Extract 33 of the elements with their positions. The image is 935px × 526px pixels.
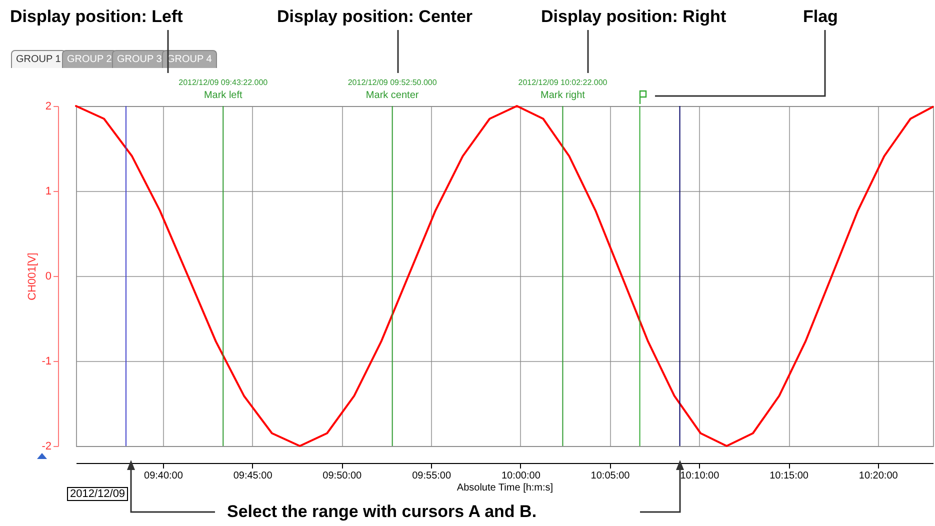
- x-tick-label: 09:40:00: [144, 470, 184, 482]
- y-tick-label: 0: [45, 270, 52, 282]
- x-tick-label: 09:55:00: [412, 470, 452, 482]
- text: Display position: Center: [277, 7, 473, 27]
- y-tick-label: -2: [42, 440, 52, 452]
- y-tick-label: -1: [42, 356, 52, 368]
- annotation: 2012/12/09 10:02:22.000: [518, 78, 608, 87]
- x-tick-label: 09:45:00: [233, 470, 273, 482]
- y-axis-title: CH001[V]: [26, 252, 39, 300]
- ref-line-label: Mark right: [540, 90, 586, 101]
- x-tick-label: 10:20:00: [858, 470, 898, 482]
- y-tick-label: 1: [45, 186, 52, 198]
- text: GROUP 2: [62, 50, 117, 68]
- x-tick-label: 10:10:00: [680, 470, 720, 482]
- text: GROUP 1: [11, 50, 66, 68]
- y-tick-label: 2: [45, 100, 52, 112]
- x-axis-title: Absolute Time [h:m:s]: [456, 482, 554, 494]
- x-tick-label: 09:50:00: [322, 470, 362, 482]
- text: GROUP 3: [112, 50, 167, 68]
- text: Display position: Right: [541, 7, 726, 27]
- annotation: 2012/12/09 09:52:50.000: [348, 78, 438, 87]
- text: Display position: Left: [10, 7, 183, 27]
- text: GROUP 4: [162, 50, 217, 68]
- text: Flag: [803, 7, 838, 27]
- x-tick-label: 10:05:00: [590, 470, 630, 482]
- ref-line-label: Mark center: [366, 90, 420, 101]
- ref-line-label: Mark left: [204, 90, 243, 101]
- line-series: [75, 105, 934, 447]
- text: 2012/12/09: [67, 487, 128, 501]
- text: Select the range with cursors A and B.: [227, 502, 537, 522]
- annotation: 2012/12/09 09:43:22.000: [178, 78, 268, 87]
- x-tick-label: 10:00:00: [501, 470, 541, 482]
- x-tick-label: 10:15:00: [770, 470, 809, 482]
